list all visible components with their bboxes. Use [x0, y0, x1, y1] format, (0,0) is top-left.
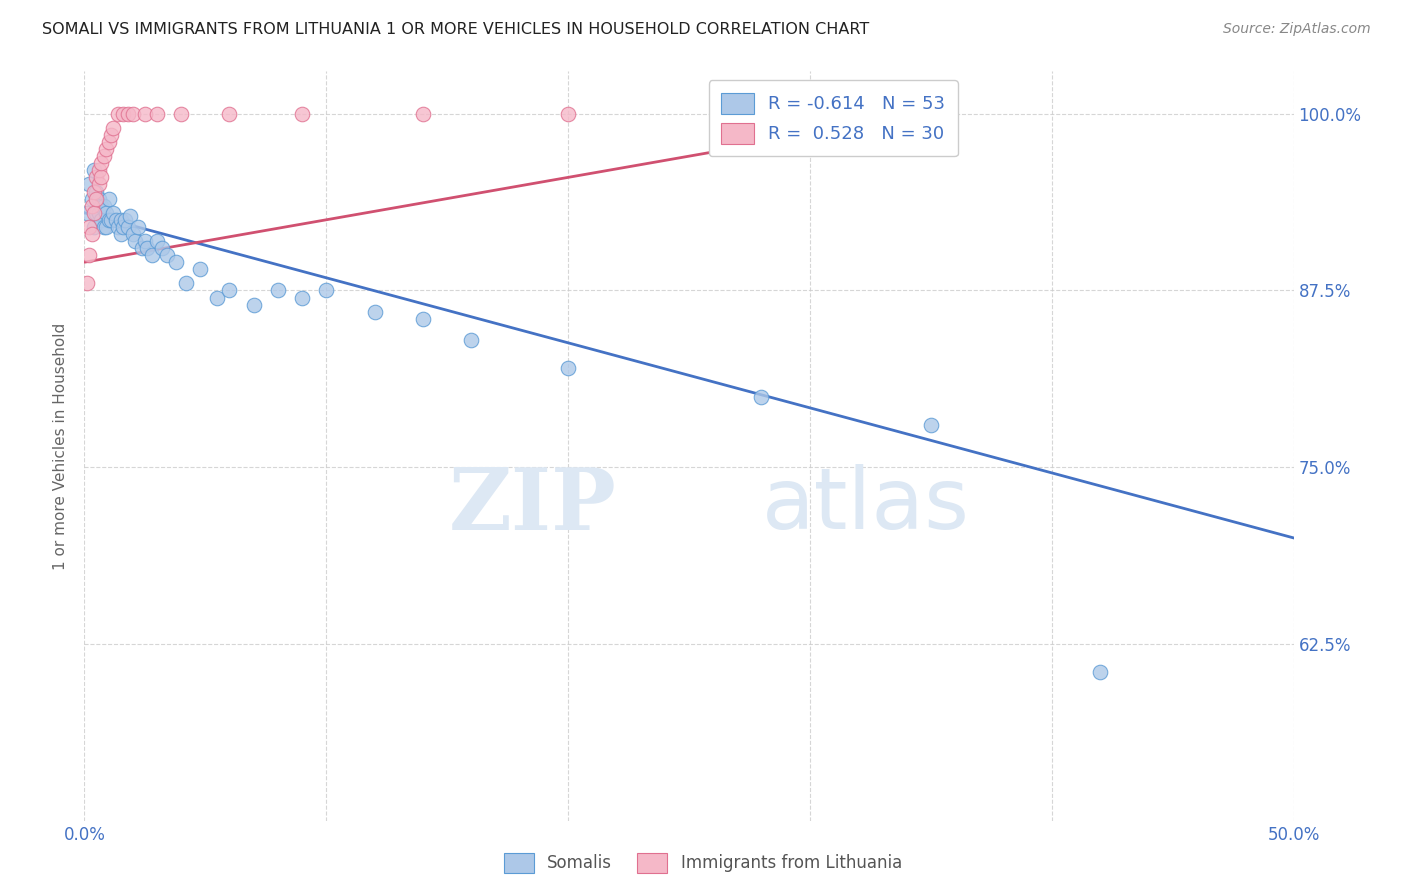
Point — [90, 170, 112, 185]
Point — [218, 107, 240, 121]
Y-axis label: 1 or more Vehicles in Household: 1 or more Vehicles in Household — [52, 322, 67, 570]
Point — [100, 128, 122, 142]
Point — [134, 234, 156, 248]
Point — [90, 199, 112, 213]
Point — [77, 178, 100, 192]
Point — [557, 361, 579, 376]
Point — [127, 219, 149, 234]
Point — [174, 277, 197, 291]
Point — [920, 417, 942, 432]
Point — [170, 107, 193, 121]
Point — [315, 284, 337, 298]
Point — [87, 178, 110, 192]
Point — [93, 219, 115, 234]
Point — [76, 277, 98, 291]
Point — [121, 107, 143, 121]
Point — [124, 234, 146, 248]
Point — [146, 234, 169, 248]
Point — [107, 219, 129, 234]
Point — [93, 149, 115, 163]
Point — [155, 248, 177, 262]
Point — [80, 227, 103, 241]
Point — [80, 199, 103, 213]
Legend: R = -0.614   N = 53, R =  0.528   N = 30: R = -0.614 N = 53, R = 0.528 N = 30 — [709, 80, 957, 156]
Point — [557, 107, 579, 121]
Point — [117, 107, 139, 121]
Point — [86, 205, 108, 219]
Point — [83, 163, 105, 178]
Point — [117, 219, 139, 234]
Point — [751, 390, 773, 404]
Point — [87, 205, 110, 219]
Point — [110, 212, 132, 227]
Point — [107, 107, 129, 121]
Legend: Somalis, Immigrants from Lithuania: Somalis, Immigrants from Lithuania — [498, 847, 908, 880]
Point — [80, 192, 103, 206]
Point — [83, 185, 105, 199]
Point — [190, 262, 212, 277]
Point — [120, 209, 142, 223]
Point — [207, 291, 229, 305]
Point — [90, 156, 112, 170]
Point — [83, 205, 105, 219]
Text: ZIP: ZIP — [449, 464, 616, 548]
Point — [242, 298, 264, 312]
Point — [141, 248, 163, 262]
Point — [103, 205, 125, 219]
Point — [97, 192, 120, 206]
Point — [363, 304, 385, 318]
Point — [100, 212, 122, 227]
Text: Source: ZipAtlas.com: Source: ZipAtlas.com — [1223, 22, 1371, 37]
Point — [93, 199, 115, 213]
Text: atlas: atlas — [762, 465, 970, 548]
Point — [134, 107, 156, 121]
Point — [76, 205, 98, 219]
Point — [94, 142, 117, 156]
Point — [412, 311, 434, 326]
Point — [267, 284, 290, 298]
Point — [131, 241, 153, 255]
Point — [146, 107, 169, 121]
Point — [136, 241, 159, 255]
Point — [86, 170, 108, 185]
Point — [103, 120, 125, 135]
Point — [121, 227, 143, 241]
Point — [90, 212, 112, 227]
Point — [114, 212, 136, 227]
Point — [86, 185, 108, 199]
Point — [94, 205, 117, 219]
Point — [412, 107, 434, 121]
Point — [1088, 665, 1111, 680]
Point — [165, 255, 187, 269]
Point — [83, 219, 105, 234]
Point — [77, 219, 100, 234]
Text: SOMALI VS IMMIGRANTS FROM LITHUANIA 1 OR MORE VEHICLES IN HOUSEHOLD CORRELATION : SOMALI VS IMMIGRANTS FROM LITHUANIA 1 OR… — [42, 22, 869, 37]
Point — [112, 107, 135, 121]
Point — [87, 163, 110, 178]
Point — [97, 135, 120, 149]
Point — [87, 192, 110, 206]
Point — [150, 241, 173, 255]
Point — [110, 227, 132, 241]
Point — [94, 219, 117, 234]
Point — [291, 291, 314, 305]
Point — [97, 212, 120, 227]
Point — [104, 212, 127, 227]
Point — [77, 248, 100, 262]
Point — [112, 219, 135, 234]
Point — [291, 107, 314, 121]
Point — [460, 333, 482, 347]
Point — [846, 107, 869, 121]
Point — [86, 192, 108, 206]
Point — [218, 284, 240, 298]
